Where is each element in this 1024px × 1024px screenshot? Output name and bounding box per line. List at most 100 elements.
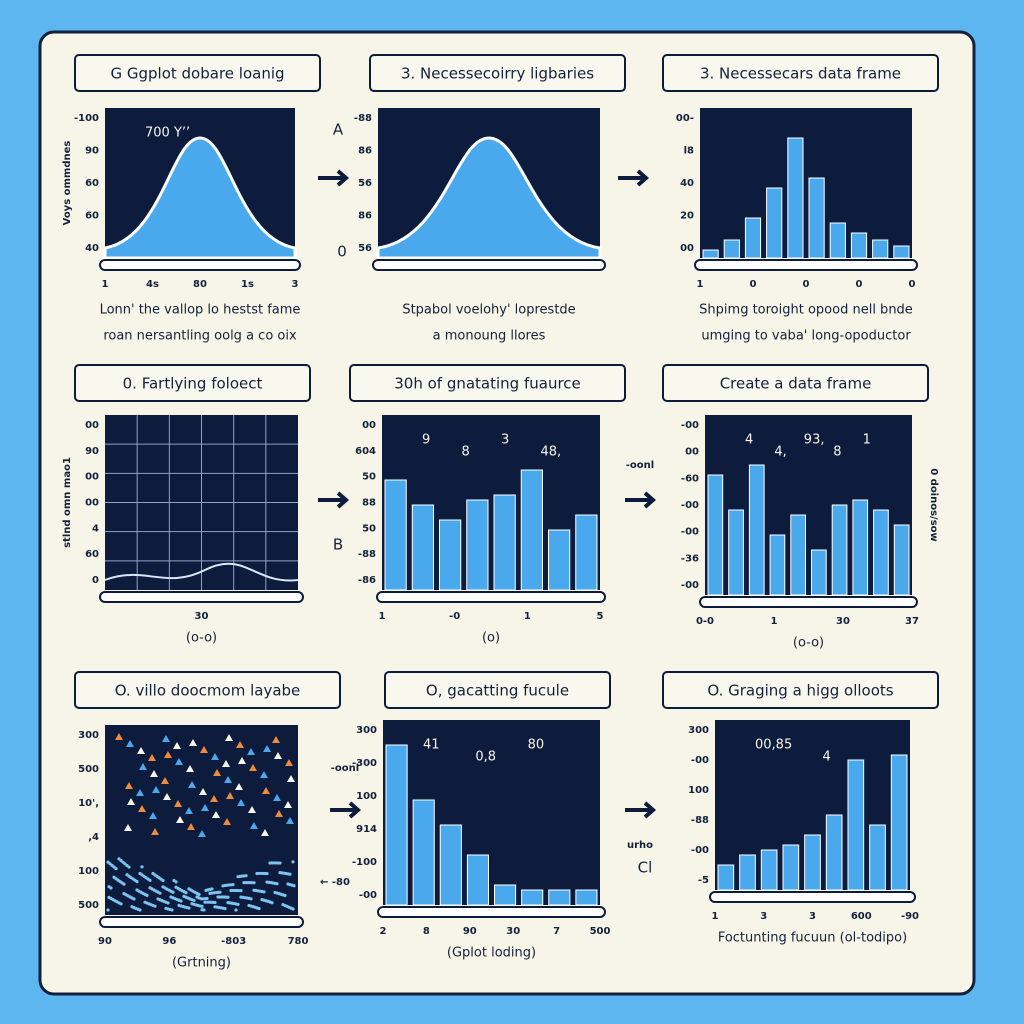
glyph <box>127 798 135 805</box>
glyph <box>273 794 281 801</box>
glyph <box>213 769 221 776</box>
arrow <box>625 491 657 509</box>
glyph <box>238 757 246 764</box>
glyph <box>250 822 258 829</box>
x-tick-label: 1 <box>102 279 109 290</box>
y-tick-label: 00 <box>680 243 694 254</box>
connector-label: B <box>333 536 343 554</box>
x-tick-label: 5 <box>597 611 604 622</box>
dot <box>125 873 129 877</box>
axis-strip <box>99 916 304 928</box>
bar <box>847 759 865 891</box>
glyph <box>163 793 171 800</box>
x-tick-label: 90 <box>463 926 477 937</box>
bar <box>811 549 827 596</box>
dot <box>278 871 282 875</box>
y-tick-label: 86 <box>358 211 372 222</box>
caption: Stpabol voelohy' loprestde <box>402 303 575 318</box>
glyph <box>226 792 234 799</box>
axis-strip <box>709 891 916 903</box>
bar <box>466 854 489 906</box>
glyph <box>176 816 184 823</box>
axis-strip <box>694 259 918 271</box>
dot <box>164 906 168 910</box>
dot <box>260 898 264 902</box>
glyph <box>174 800 182 807</box>
dot <box>286 882 290 886</box>
glyph <box>124 824 132 831</box>
x-axis-label: (o) <box>482 631 500 646</box>
dot <box>117 857 121 861</box>
connector-label: A <box>333 121 344 139</box>
y-tick-label: 100 <box>356 791 377 802</box>
bar <box>787 137 804 259</box>
glyph <box>201 804 209 811</box>
dot <box>255 871 259 876</box>
dot <box>226 901 230 905</box>
glyph <box>211 753 219 760</box>
y-tick-label: -100 <box>74 113 99 124</box>
bar <box>872 239 889 259</box>
dot <box>106 860 110 864</box>
dot <box>151 871 155 876</box>
bar <box>521 889 544 906</box>
y-tick-label: -00 <box>681 527 699 538</box>
dot <box>174 885 178 889</box>
y-tick-label: 60 <box>85 549 99 560</box>
dot <box>107 895 111 899</box>
axis-strip <box>377 906 606 918</box>
bar <box>439 824 462 906</box>
bar <box>808 177 825 259</box>
caption: a monoung llores <box>433 329 546 344</box>
bar <box>702 249 719 259</box>
annotation: 80 <box>528 738 545 753</box>
bar <box>804 834 821 891</box>
y-tick-label: -60 <box>681 473 699 484</box>
dot <box>138 871 142 876</box>
glyph <box>247 748 255 755</box>
y-tick-label: 500 <box>78 764 99 775</box>
bar <box>769 534 786 596</box>
annotation: 00,85 <box>755 738 792 753</box>
glyph <box>223 818 231 825</box>
x-tick-label: 2 <box>380 926 387 937</box>
glyph <box>262 787 270 794</box>
bar <box>717 864 735 891</box>
dot <box>216 895 220 899</box>
panel-title: 30h of gnatating fuaurce <box>394 375 581 393</box>
x-tick-label: 37 <box>905 616 919 627</box>
glyph <box>235 783 243 790</box>
y-tick-label: -88 <box>691 815 709 826</box>
panel-title: 0. Fartlying foloect <box>123 375 263 393</box>
title-box <box>662 671 939 709</box>
panel-title: 3. Necessecoirry ligbaries <box>401 65 594 83</box>
dot <box>172 878 176 883</box>
glyph <box>275 810 283 817</box>
y-tick-label: l8 <box>684 146 694 157</box>
bar <box>384 479 407 591</box>
glyph <box>187 823 195 830</box>
x-tick-label: 1s <box>241 279 254 290</box>
glyph <box>285 759 293 766</box>
y-tick-label: 40 <box>680 178 694 189</box>
bar <box>748 464 765 596</box>
chart-area <box>700 108 912 258</box>
bar <box>575 514 598 591</box>
connector-label: -oonl <box>331 763 359 774</box>
annotation: 0,8 <box>475 750 496 765</box>
dot <box>200 908 204 912</box>
y-tick-label: 00 <box>85 498 99 509</box>
dot <box>221 884 225 888</box>
x-tick-label: 0 <box>856 279 863 290</box>
axis-strip <box>99 591 304 603</box>
dot <box>213 905 217 909</box>
x-tick-label: 3 <box>292 279 299 290</box>
y-tick-label: 60 <box>85 211 99 222</box>
x-tick-label: 8 <box>423 926 430 937</box>
glyph <box>164 751 172 758</box>
axis-strip <box>99 259 301 271</box>
y-tick-label: 0 <box>92 575 99 586</box>
arrow <box>318 169 350 187</box>
x-tick-label: 1 <box>712 911 719 922</box>
